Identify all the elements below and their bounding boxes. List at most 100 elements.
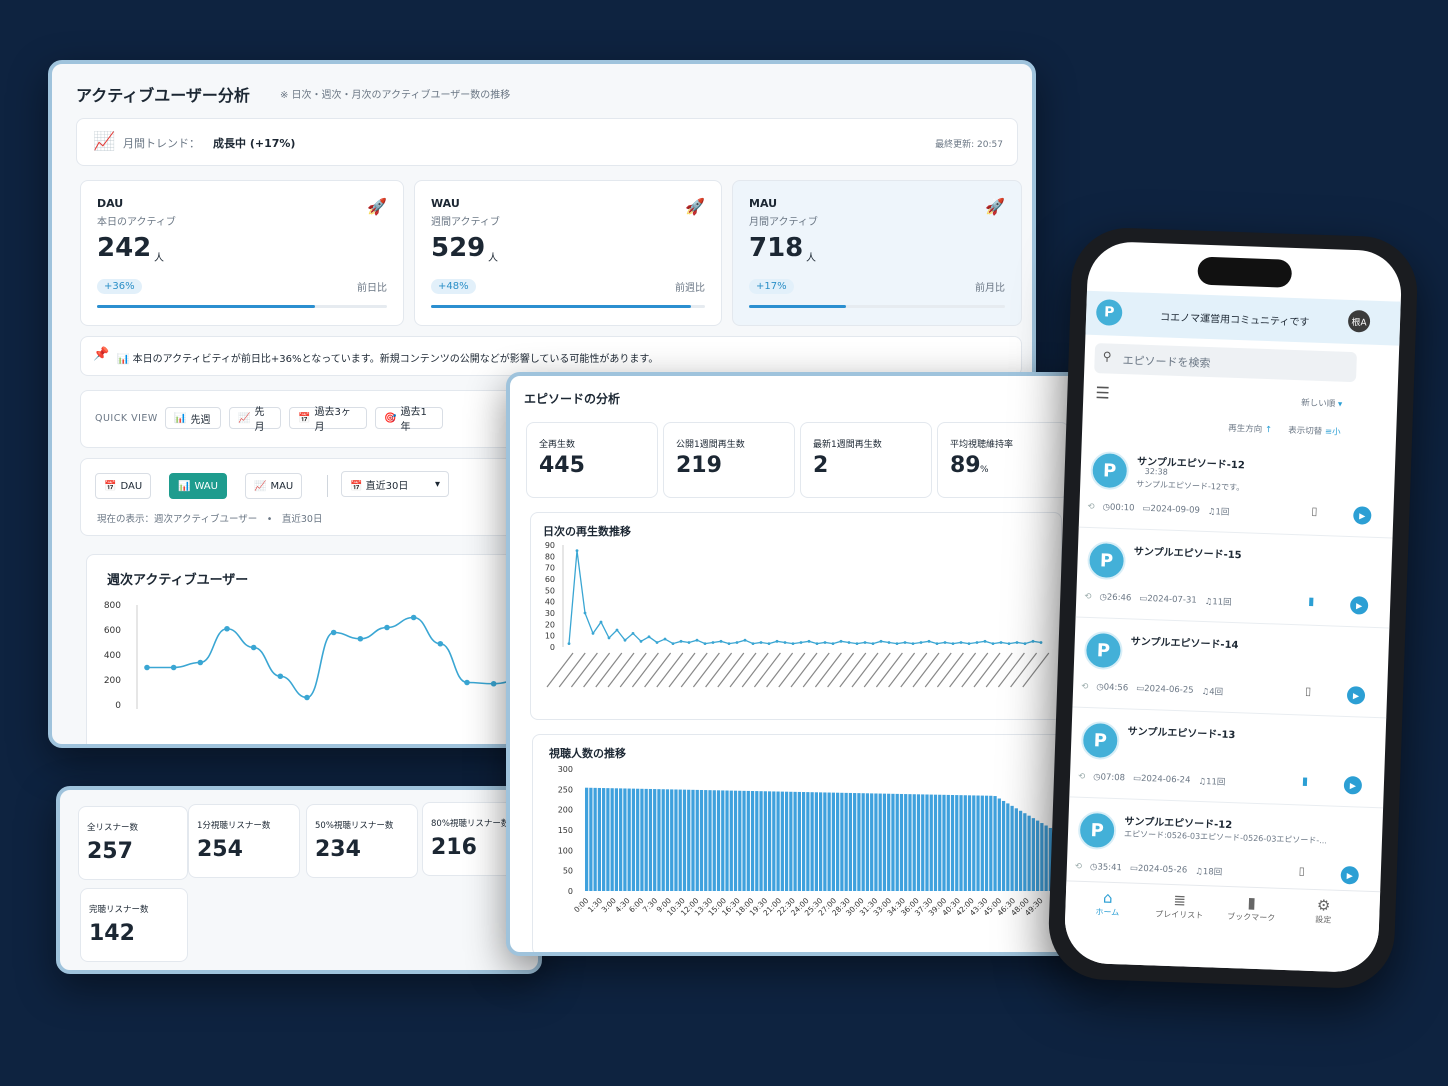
daily-point — [575, 549, 579, 553]
listener-stat-value: 257 — [87, 839, 133, 864]
bookmark-icon[interactable]: ▯ — [1304, 684, 1312, 698]
viewer-bar — [827, 792, 831, 891]
viewer-bar — [708, 790, 712, 891]
viewer-bar — [784, 791, 789, 891]
play-direction[interactable]: 再生方向 ↑ — [1228, 423, 1273, 436]
viewer-bar — [665, 789, 670, 891]
episode-list-item[interactable]: P サンプルエピソード-12 32:38 サンプルエピソード-12です。 ⟲ ◷00:10… — [1078, 436, 1396, 539]
bookmark-icon[interactable]: ▮ — [1301, 774, 1309, 788]
viewer-bar — [942, 794, 946, 891]
play-button[interactable]: ▶ — [1346, 686, 1366, 705]
share-icon[interactable]: ⟲ — [1074, 861, 1083, 872]
viewer-bar — [695, 789, 699, 891]
episode-list-item[interactable]: P サンプルエピソード-14 ⟲ ◷04:56 ▭2024-06-25 ♫4回 ▯ ▶ — [1072, 616, 1390, 719]
daily-point — [727, 642, 731, 645]
viewer-bar — [725, 790, 729, 891]
listener-stat-2: 50%視聴リスナー数 234 — [306, 804, 418, 878]
viewer-bar — [780, 791, 784, 891]
viewer-bar — [853, 793, 857, 891]
tab-gear[interactable]: ⚙ 設定 — [1291, 895, 1356, 926]
bookmark-icon[interactable]: ▯ — [1298, 864, 1306, 878]
viewer-bar — [972, 795, 976, 891]
weekly-point — [437, 640, 444, 647]
metric-key: WAU — [431, 197, 460, 210]
episode-plays: ♫11回 — [1198, 776, 1226, 788]
x-tick-mark — [912, 652, 940, 688]
toggle-wau[interactable]: 📊 WAU — [169, 473, 227, 499]
play-button[interactable]: ▶ — [1349, 596, 1369, 615]
episode-list-item[interactable]: P サンプルエピソード-13 ⟲ ◷07:08 ▭2024-06-24 ♫11回 ▮ ▶ — [1069, 706, 1387, 809]
episode-thumbnail-icon: P — [1083, 630, 1124, 671]
viewer-bar — [891, 793, 895, 891]
episode-meta: ⟲ ◷35:41 ▭2024-05-26 ♫18回 — [1075, 861, 1223, 878]
share-icon[interactable]: ⟲ — [1077, 771, 1086, 782]
play-button[interactable]: ▶ — [1340, 865, 1360, 885]
y-tick-label: 400 — [104, 651, 121, 661]
tab-home[interactable]: ⌂ ホーム — [1075, 888, 1140, 919]
quick-view-0[interactable]: 📊 先週 — [165, 407, 221, 429]
daily-point — [695, 638, 699, 642]
toggle-mau[interactable]: 📈 MAU — [245, 473, 303, 499]
x-tick-mark — [656, 652, 684, 688]
daily-point — [943, 641, 947, 644]
quick-view-3[interactable]: 🎯 過去1年 — [375, 407, 443, 433]
share-icon[interactable]: ⟲ — [1080, 681, 1089, 692]
notice-box: 📌 📊 本日のアクティビティが前日比+36%となっています。新規コンテンツの公開… — [80, 336, 1022, 376]
viewer-bar — [814, 792, 818, 891]
metric-sub: 週間アクティブ — [431, 217, 500, 228]
play-button[interactable]: ▶ — [1352, 506, 1372, 525]
sort-select[interactable]: 新しい順 ▾ — [1301, 398, 1343, 410]
viewer-bar — [921, 794, 925, 891]
viewer-bar — [1035, 820, 1040, 891]
weekly-point — [250, 644, 257, 651]
x-tick-mark — [790, 652, 818, 688]
filter-icon[interactable]: ☰ — [1095, 383, 1111, 403]
metric-sub: 月間アクティブ — [749, 217, 818, 228]
viewer-bar — [610, 788, 614, 891]
range-select[interactable]: 📅 直近30日 ▾ — [341, 471, 449, 497]
arrow-up-icon: ↑ — [1264, 425, 1273, 436]
episode-plays: ♫4回 — [1201, 686, 1224, 698]
x-tick-mark — [961, 652, 989, 688]
daily-point — [831, 642, 835, 645]
x-tick-mark — [997, 652, 1025, 688]
x-tick-mark — [827, 652, 855, 688]
avatar[interactable]: 根A — [1347, 309, 1371, 333]
tab-playlist[interactable]: ≣ プレイリスト — [1147, 890, 1212, 921]
episode-date: ▭2024-05-26 — [1129, 863, 1188, 876]
viewer-bar — [585, 787, 589, 891]
toggle-dau[interactable]: 📅 DAU — [95, 473, 152, 499]
daily-point — [735, 641, 739, 644]
bookmark-icon[interactable]: ▮ — [1307, 594, 1315, 608]
quick-view-2[interactable]: 📅 過去3ヶ月 — [289, 407, 367, 433]
bar-chart-icon: 📊 — [178, 480, 191, 492]
x-tick-mark — [1010, 652, 1038, 688]
bookmark-icon[interactable]: ▯ — [1311, 504, 1318, 518]
quick-view-label: QUICK VIEW — [95, 413, 158, 424]
viewer-bar — [653, 789, 657, 891]
viewer-bar — [776, 791, 780, 891]
share-icon[interactable]: ⟲ — [1084, 591, 1092, 603]
play-button[interactable]: ▶ — [1343, 775, 1363, 795]
weekly-point — [490, 680, 497, 687]
weekly-chart-title: 週次アクティブユーザー — [107, 573, 249, 588]
quick-view-1[interactable]: 📈 先月 — [229, 407, 281, 433]
daily-point — [663, 637, 667, 641]
viewer-bar — [1023, 813, 1027, 891]
share-icon[interactable]: ⟲ — [1087, 501, 1095, 513]
search-input[interactable]: ⚲ エピソードを検索 — [1094, 343, 1358, 383]
viewer-bar — [763, 791, 767, 891]
daily-point — [607, 636, 611, 640]
display-toggle[interactable]: 表示切替 ≡小 — [1288, 425, 1341, 438]
episode-plays: ♫1回 — [1207, 507, 1230, 518]
daily-point — [767, 642, 771, 645]
episode-list-item[interactable]: P サンプルエピソード-15 ⟲ ◷26:46 ▭2024-07-31 ♫11回 ▮ ▶ — [1075, 526, 1393, 629]
episode-time: ◷04:56 — [1096, 682, 1129, 694]
episode-meta: ⟲ ◷04:56 ▭2024-06-25 ♫4回 — [1081, 681, 1223, 698]
x-tick-mark — [558, 652, 586, 688]
y-tick-label: 100 — [558, 846, 573, 855]
y-tick-label: 0 — [568, 887, 573, 896]
x-tick-mark — [570, 652, 598, 688]
x-tick-mark — [583, 652, 611, 688]
tab-bookmark[interactable]: ▮ ブックマーク — [1219, 893, 1284, 924]
